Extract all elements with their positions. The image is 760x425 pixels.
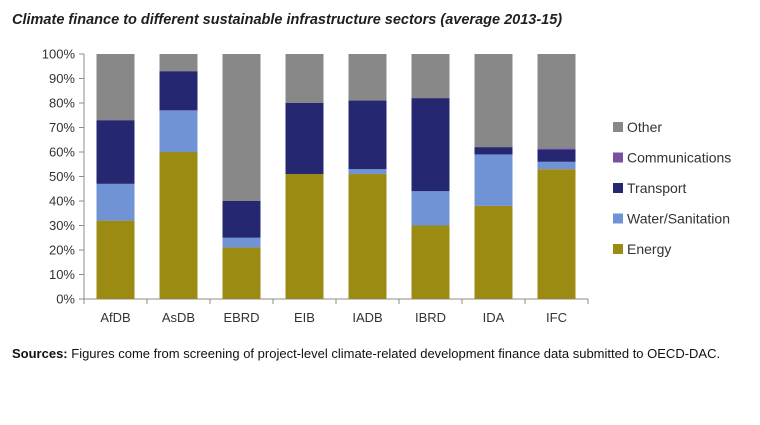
bar-segment-transport-asdb	[159, 71, 198, 111]
x-tick-label: AfDB	[100, 310, 130, 325]
legend-label: Communications	[627, 150, 731, 166]
bar-segment-water-sanitation-asdb	[159, 110, 198, 152]
legend-swatch	[613, 152, 623, 163]
bar-segment-transport-eib	[285, 103, 324, 175]
bar-segment-communications-ifc	[537, 148, 576, 150]
bar-segment-other-eib	[285, 54, 324, 103]
x-tick-label: IFC	[546, 310, 567, 325]
bar-segment-energy-afdb	[96, 220, 135, 299]
y-tick-label: 100%	[42, 47, 76, 62]
bar-segment-water-sanitation-iadb	[348, 169, 387, 175]
bar-segment-energy-ida	[474, 205, 513, 299]
plot-area: 0% 10% 20% 30% 40% 50% 60% 70% 80% 90% 100% AfDB AsD…	[42, 47, 589, 325]
bar-segment-water-sanitation-afdb	[96, 183, 135, 221]
bar-segment-other-afdb	[96, 54, 135, 121]
bar-segment-transport-ifc	[537, 149, 576, 162]
y-tick-label: 50%	[49, 169, 75, 184]
legend-label: Energy	[627, 241, 671, 257]
legend-swatch	[613, 122, 623, 132]
bar-segment-energy-ifc	[537, 169, 576, 299]
legend-label: Water/Sanitation	[627, 211, 730, 227]
bar-segment-other-asdb	[159, 54, 198, 72]
legend-label: Transport	[627, 180, 687, 196]
bar-segment-transport-afdb	[96, 120, 135, 184]
sources-note: Sources: Figures come from screening of …	[12, 344, 752, 363]
y-tick-label: 40%	[49, 194, 75, 209]
y-tick-label: 20%	[49, 243, 75, 258]
y-tick-label: 30%	[49, 218, 75, 233]
bar-segment-water-sanitation-ebrd	[222, 237, 261, 248]
x-tick-label: EIB	[294, 310, 315, 325]
bar-segment-water-sanitation-ibrd	[411, 191, 450, 226]
bar-segment-energy-ibrd	[411, 225, 450, 299]
bar-segment-transport-ida	[474, 147, 513, 155]
sources-label: Sources:	[12, 346, 68, 361]
y-tick-label: 60%	[49, 145, 75, 160]
legend-swatch	[613, 213, 623, 224]
bar-segment-other-ida	[474, 54, 513, 148]
bar-segment-energy-ebrd	[222, 247, 261, 299]
bar-segment-other-ibrd	[411, 54, 450, 99]
y-tick-label: 10%	[49, 267, 75, 282]
bar-segment-other-iadb	[348, 54, 387, 101]
bar-segment-energy-eib	[285, 174, 324, 299]
stacked-bar-chart: 0% 10% 20% 30% 40% 50% 60% 70% 80% 90% 100% AfDB AsD…	[42, 47, 732, 326]
bar-segment-transport-ebrd	[222, 201, 261, 238]
bar-segment-other-ebrd	[222, 54, 261, 201]
bar-segment-energy-iadb	[348, 174, 387, 299]
x-tick-label: IDA	[483, 310, 505, 325]
legend-swatch	[613, 244, 623, 254]
y-tick-label: 0%	[56, 292, 75, 307]
sources-text: Figures come from screening of project-l…	[67, 346, 721, 361]
x-tick-label: IADB	[352, 310, 382, 325]
bar-segment-water-sanitation-ifc	[537, 161, 576, 170]
bar-segment-transport-iadb	[348, 100, 387, 170]
bar-segment-other-ifc	[537, 54, 576, 149]
x-tick-label: AsDB	[162, 310, 195, 325]
bar-segment-water-sanitation-ida	[474, 154, 513, 206]
x-tick-label: IBRD	[415, 310, 446, 325]
legend-swatch	[613, 183, 623, 193]
y-tick-label: 80%	[49, 96, 75, 111]
x-tick-label: EBRD	[223, 310, 259, 325]
bar-segment-transport-ibrd	[411, 98, 450, 192]
y-tick-label: 70%	[49, 120, 75, 135]
legend: Other Communications Transport Water/Sanita…	[613, 119, 731, 257]
y-tick-label: 90%	[49, 71, 75, 86]
legend-label: Other	[627, 119, 662, 135]
bar-segment-energy-asdb	[159, 152, 198, 299]
chart-title: Climate finance to different sustainable…	[12, 12, 563, 28]
